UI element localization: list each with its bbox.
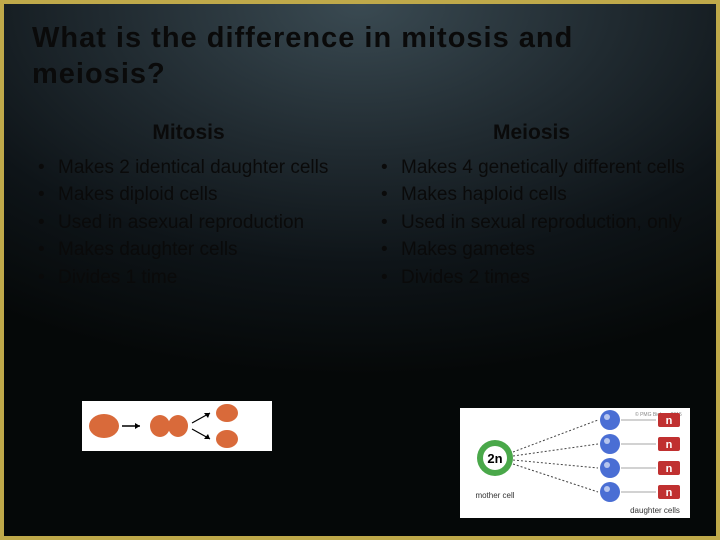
list-item: Makes 4 genetically different cells (381, 155, 688, 181)
meiosis-diagram: © PMG Biology 2015 2n mother cell n n (460, 408, 690, 518)
right-column-header: Meiosis (375, 121, 688, 145)
list-item: Makes haploid cells (381, 182, 688, 208)
left-column: Mitosis Makes 2 identical daughter cells… (32, 121, 345, 293)
parent-label: 2n (487, 451, 502, 466)
list-item: Divides 2 times (381, 265, 688, 291)
svg-text:n: n (666, 487, 673, 499)
mitosis-diagram (82, 401, 272, 451)
list-item: Used in asexual reproduction (38, 210, 345, 236)
n-label: n (658, 437, 680, 451)
daughter-cells-caption: daughter cells (630, 506, 680, 515)
svg-text:n: n (666, 463, 673, 475)
svg-text:n: n (666, 439, 673, 451)
svg-text:n: n (666, 415, 673, 427)
slide-title: What is the difference in mitosis and me… (32, 20, 688, 93)
list-item: Makes diploid cells (38, 182, 345, 208)
list-item: Makes gametes (381, 237, 688, 263)
right-column: Meiosis Makes 4 genetically different ce… (375, 121, 688, 293)
right-bullet-list: Makes 4 genetically different cells Make… (375, 155, 688, 291)
mother-cell-caption: mother cell (475, 491, 514, 500)
n-label: n (658, 461, 680, 475)
list-item: Divides 1 time (38, 265, 345, 291)
slide: What is the difference in mitosis and me… (0, 0, 720, 540)
n-label: n (658, 485, 680, 499)
list-item: Used in sexual reproduction, only (381, 210, 688, 236)
left-bullet-list: Makes 2 identical daughter cells Makes d… (32, 155, 345, 291)
n-label: n (658, 413, 680, 427)
columns: Mitosis Makes 2 identical daughter cells… (32, 121, 688, 293)
list-item: Makes daughter cells (38, 237, 345, 263)
list-item: Makes 2 identical daughter cells (38, 155, 345, 181)
left-column-header: Mitosis (32, 121, 345, 145)
